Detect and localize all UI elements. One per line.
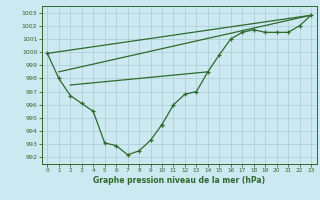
X-axis label: Graphe pression niveau de la mer (hPa): Graphe pression niveau de la mer (hPa) bbox=[93, 176, 265, 185]
